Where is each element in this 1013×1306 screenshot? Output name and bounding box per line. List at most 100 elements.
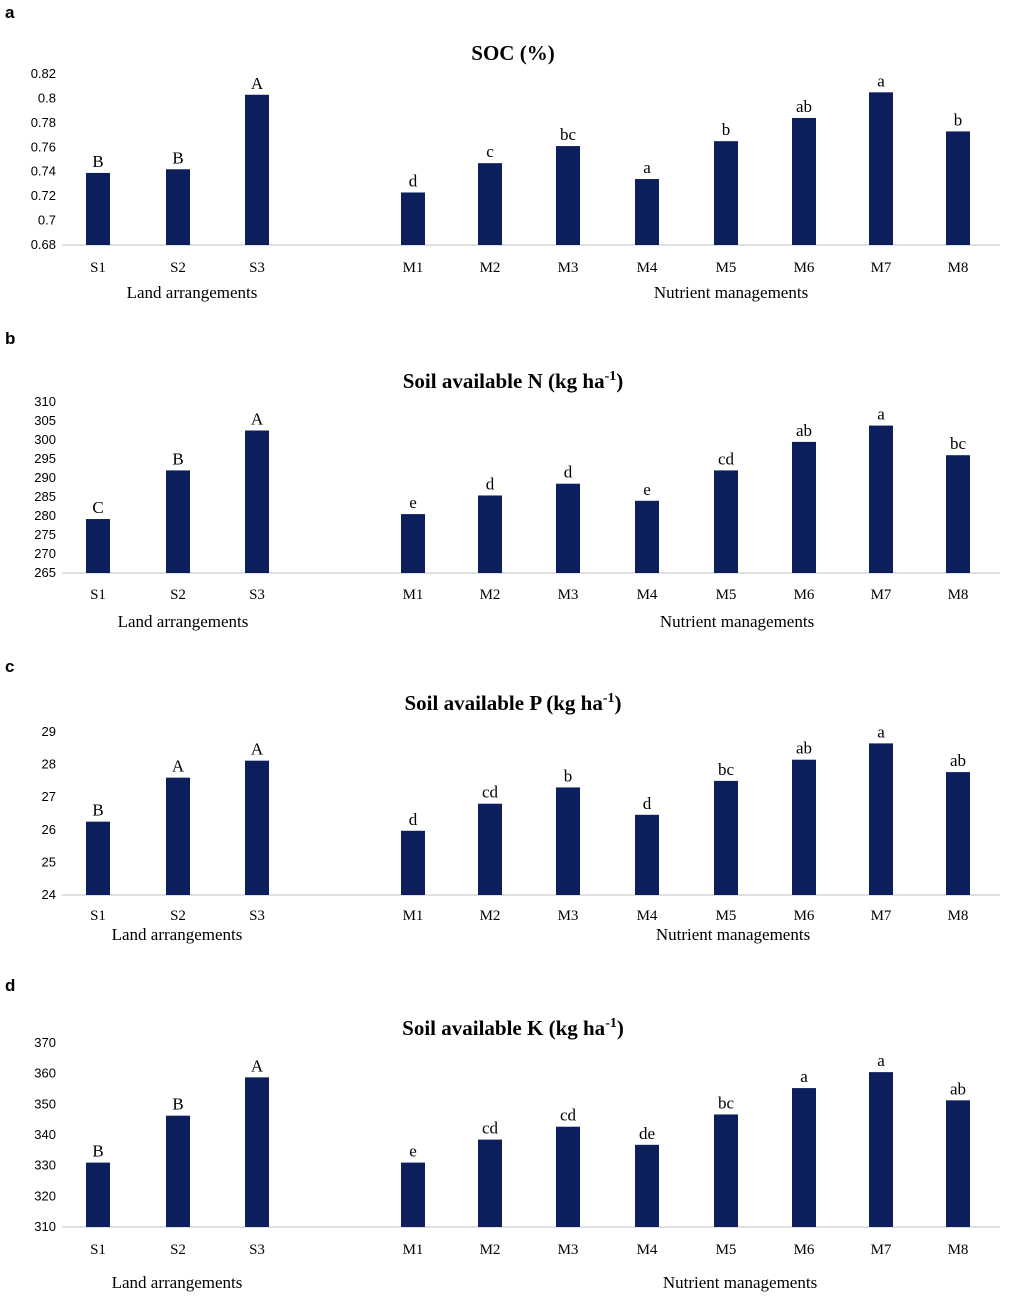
data-label: A <box>251 740 264 759</box>
category-label: M8 <box>948 908 969 924</box>
y-tick-label: 0.8 <box>38 90 56 105</box>
y-tick-label: 295 <box>34 451 56 466</box>
category-label: M1 <box>403 1242 424 1258</box>
panel-letter: d <box>5 976 15 995</box>
y-tick-label: 310 <box>34 1219 56 1234</box>
panel-letter: c <box>5 657 14 676</box>
data-label: a <box>800 1067 808 1086</box>
y-tick-label: 275 <box>34 527 56 542</box>
y-tick-label: 305 <box>34 413 56 428</box>
data-label: B <box>92 1142 103 1161</box>
data-label: ab <box>796 97 812 116</box>
category-label: M8 <box>948 260 969 276</box>
chart-title: SOC (%) <box>471 41 554 65</box>
category-label: S2 <box>170 1242 186 1258</box>
data-label: bc <box>560 125 577 144</box>
category-label: M6 <box>794 1242 815 1258</box>
category-label: M2 <box>480 1242 501 1258</box>
y-tick-label: 265 <box>34 565 56 580</box>
bar-S1 <box>86 821 110 895</box>
data-label: a <box>877 405 885 424</box>
panel-d: d Soil available K (kg ha-1) 310 320 330 340 3… <box>5 976 1000 1292</box>
bar-M4 <box>635 179 659 245</box>
y-tick-label: 0.78 <box>31 115 56 130</box>
bar-M3 <box>556 1126 580 1227</box>
category-label: M1 <box>403 260 424 276</box>
panel-c: c Soil available P (kg ha-1) 24 25 26 27 28 29 B… <box>5 657 1000 944</box>
data-label: ab <box>796 739 812 758</box>
bar-M6 <box>792 117 816 245</box>
y-tick-label: 285 <box>34 489 56 504</box>
data-label: A <box>172 757 185 776</box>
bar-M8 <box>946 455 970 573</box>
category-label: S2 <box>170 260 186 276</box>
y-tick-label: 0.74 <box>31 164 56 179</box>
y-tick-label: 340 <box>34 1127 56 1142</box>
bar-M2 <box>478 803 502 895</box>
data-label: bc <box>718 1093 735 1112</box>
y-tick-label: 27 <box>42 789 56 804</box>
bar-M2 <box>478 163 502 245</box>
bar-M6 <box>792 1088 816 1227</box>
bar-M5 <box>714 141 738 245</box>
category-label: M6 <box>794 587 815 603</box>
data-label: cd <box>718 449 735 468</box>
category-label: M6 <box>794 260 815 276</box>
category-label: M5 <box>716 908 737 924</box>
bar-M8 <box>946 772 970 895</box>
category-label: S1 <box>90 260 106 276</box>
bar-S3 <box>245 94 269 245</box>
category-label: M8 <box>948 587 969 603</box>
bar-M4 <box>635 500 659 573</box>
y-tick-label: 330 <box>34 1158 56 1173</box>
bar-M2 <box>478 1139 502 1227</box>
y-tick-label: 0.7 <box>38 213 56 228</box>
category-label: M2 <box>480 587 501 603</box>
category-label: M6 <box>794 908 815 924</box>
data-label: de <box>639 1124 655 1143</box>
category-label: M1 <box>403 587 424 603</box>
category-label: M2 <box>480 260 501 276</box>
data-label: cd <box>560 1106 577 1125</box>
category-label: S1 <box>90 1242 106 1258</box>
chart-title: Soil available K (kg ha-1) <box>402 1016 624 1040</box>
data-label: ab <box>950 751 966 770</box>
data-label: b <box>564 766 573 785</box>
data-label: d <box>643 794 652 813</box>
bar-M7 <box>869 1072 893 1227</box>
bar-M8 <box>946 1100 970 1227</box>
bar-M6 <box>792 759 816 895</box>
bar-S3 <box>245 430 269 573</box>
bar-M5 <box>714 1114 738 1227</box>
category-label: M8 <box>948 1242 969 1258</box>
bar-S2 <box>166 169 190 245</box>
category-label: M5 <box>716 587 737 603</box>
category-label: M7 <box>871 260 892 276</box>
chart-title: Soil available P (kg ha-1) <box>404 691 621 715</box>
panel-a: a SOC (%) 0.68 0.7 0.72 0.74 0.76 0.78 0.8 0.82 B S… <box>5 3 1000 302</box>
y-tick-label: 360 <box>34 1066 56 1081</box>
data-label: B <box>172 449 183 468</box>
bar-S2 <box>166 1115 190 1227</box>
bar-M5 <box>714 470 738 573</box>
y-tick-label: 25 <box>42 854 56 869</box>
group-label: Land arrangements <box>127 283 258 302</box>
data-label: d <box>409 171 418 190</box>
y-tick-label: 290 <box>34 470 56 485</box>
y-tick-label: 300 <box>34 432 56 447</box>
data-label: e <box>409 493 417 512</box>
bar-M3 <box>556 146 580 245</box>
category-label: M4 <box>637 1242 658 1258</box>
data-label: b <box>722 120 731 139</box>
group-label: Land arrangements <box>112 1273 243 1292</box>
data-label: b <box>954 110 963 129</box>
data-label: bc <box>950 434 967 453</box>
data-label: c <box>486 142 494 161</box>
y-tick-label: 26 <box>42 822 56 837</box>
category-label: M1 <box>403 908 424 924</box>
data-label: C <box>92 498 103 517</box>
data-label: ab <box>950 1079 966 1098</box>
category-label: S3 <box>249 1242 265 1258</box>
bar-M4 <box>635 1144 659 1227</box>
y-tick-label: 0.82 <box>31 66 56 81</box>
